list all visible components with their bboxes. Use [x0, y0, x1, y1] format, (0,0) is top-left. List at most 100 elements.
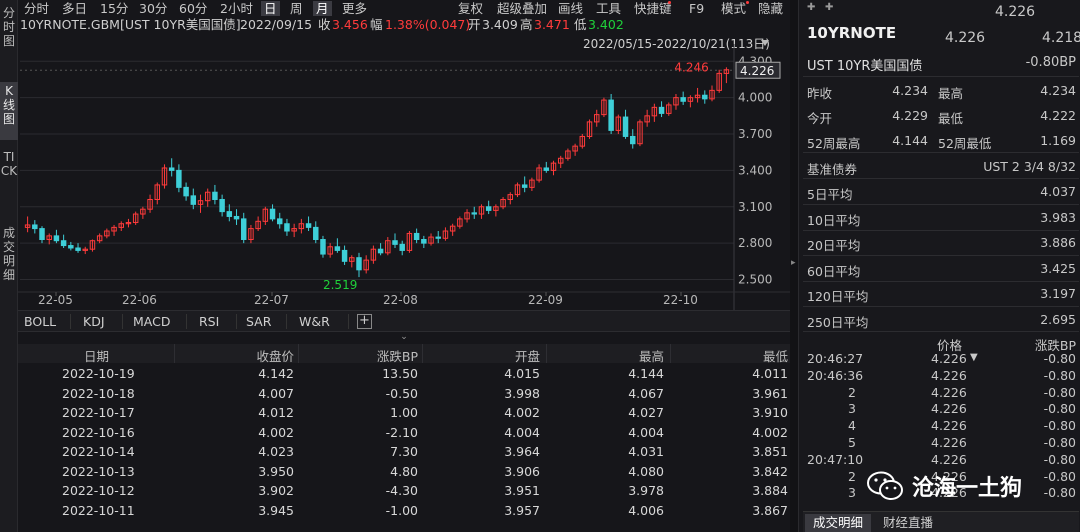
period-more[interactable]: 更多 — [342, 1, 368, 16]
candle-body[interactable] — [428, 236, 434, 244]
candle-body[interactable] — [154, 184, 161, 200]
candle-body[interactable] — [168, 167, 175, 171]
period-1min[interactable]: 分时 — [24, 1, 50, 16]
candle-body[interactable] — [147, 198, 153, 210]
candle-body[interactable] — [601, 99, 607, 116]
candle-body[interactable] — [255, 220, 261, 230]
mode-button[interactable]: 模式 — [721, 1, 747, 16]
expand-arrow-icon[interactable]: ▸ — [791, 258, 796, 268]
candle-body[interactable] — [421, 239, 427, 244]
indicator-rsi[interactable]: RSI — [199, 314, 220, 329]
candle-body[interactable] — [471, 212, 477, 215]
tab-tick[interactable]: TICK — [0, 150, 18, 178]
candle-body[interactable] — [190, 195, 197, 205]
tab-trade-detail[interactable]: 成交明细 — [2, 226, 15, 282]
date-range-label[interactable]: 2022/05/15-2022/10/21(113日) — [583, 37, 770, 51]
candle-body[interactable] — [349, 257, 355, 262]
candle-body[interactable] — [341, 249, 348, 262]
candle-body[interactable] — [521, 184, 528, 188]
collapse-chevron-icon[interactable]: ⌄ — [400, 332, 408, 342]
candle-body[interactable] — [507, 194, 514, 200]
candle-body[interactable] — [702, 94, 708, 100]
candle-body[interactable] — [385, 240, 391, 254]
period-week[interactable]: 周 — [290, 1, 303, 16]
kline-chart-svg[interactable]: 2022/05/15-2022/10/21(113日) 4.3004.0003.… — [18, 34, 790, 310]
candle-body[interactable] — [709, 89, 715, 100]
candle-body[interactable] — [262, 208, 269, 222]
candle-body[interactable] — [82, 248, 88, 251]
candle-body[interactable] — [370, 248, 377, 261]
candle-body[interactable] — [53, 235, 60, 242]
candle-body[interactable] — [334, 246, 341, 251]
candle-body[interactable] — [277, 218, 283, 225]
col-high[interactable]: 最高 — [638, 349, 664, 364]
indicator-kdj[interactable]: KDJ — [83, 314, 105, 329]
candle-body[interactable] — [111, 226, 117, 232]
candle-body[interactable] — [75, 247, 81, 251]
candle-body[interactable] — [687, 97, 694, 102]
tab-kline[interactable]: K线图 — [0, 82, 18, 140]
panel-splitter[interactable]: ▸ — [790, 0, 798, 532]
candle-body[interactable] — [442, 230, 449, 239]
candle-body[interactable] — [132, 213, 139, 224]
candle-body[interactable] — [637, 121, 643, 145]
candle-body[interactable] — [493, 206, 499, 211]
candle-body[interactable] — [694, 94, 701, 99]
candle-body[interactable] — [464, 212, 470, 220]
candle-body[interactable] — [529, 179, 535, 188]
candle-body[interactable] — [240, 218, 247, 241]
candle-body[interactable] — [291, 228, 297, 232]
candle-body[interactable] — [125, 222, 132, 225]
candle-body[interactable] — [449, 225, 456, 232]
pin-icon[interactable]: ✚ — [825, 2, 834, 13]
candle-body[interactable] — [226, 211, 233, 217]
kline-chart[interactable]: 2022/05/15-2022/10/21(113日) 4.300 4.000 3.… — [18, 34, 790, 310]
candle-body[interactable] — [197, 200, 204, 205]
candle-body[interactable] — [377, 248, 384, 254]
candle-body[interactable] — [478, 206, 485, 215]
candle-body[interactable] — [536, 167, 542, 181]
f9-button[interactable]: F9 — [689, 1, 705, 16]
candle-body[interactable] — [514, 184, 521, 196]
col-close[interactable]: 收盘价 — [256, 349, 294, 364]
add-indicator-icon[interactable]: + — [357, 314, 372, 329]
col-date[interactable]: 日期 — [84, 349, 110, 364]
candle-body[interactable] — [716, 72, 722, 91]
period-30min[interactable]: 30分 — [139, 1, 168, 16]
candle-body[interactable] — [723, 69, 730, 74]
candle-body[interactable] — [651, 106, 658, 117]
add-icon[interactable]: ✚ — [807, 2, 816, 13]
candle-body[interactable] — [140, 208, 146, 215]
candle-body[interactable] — [212, 191, 218, 200]
table-row[interactable]: 2022-10-11 3.945 -1.00 3.957 4.006 3.867 — [18, 502, 790, 521]
table-row[interactable]: 2022-10-14 4.023 7.30 3.964 4.031 3.851 — [18, 443, 790, 462]
candle-body[interactable] — [586, 121, 593, 137]
range-dropdown-icon[interactable] — [761, 40, 769, 46]
candle-body[interactable] — [413, 232, 420, 241]
candle-body[interactable] — [579, 135, 586, 147]
hide-button[interactable]: 隐藏 — [758, 1, 784, 16]
period-60min[interactable]: 60分 — [179, 1, 208, 16]
table-row[interactable]: 2022-10-18 4.007 -0.50 3.998 4.067 3.961 — [18, 385, 790, 404]
candle-body[interactable] — [284, 223, 290, 232]
indicator-boll[interactable]: BOLL — [24, 314, 57, 329]
table-row[interactable]: 2022-10-17 4.012 1.00 4.002 4.027 3.910 — [18, 404, 790, 423]
candle-body[interactable] — [313, 226, 319, 241]
candle-body[interactable] — [392, 240, 398, 245]
tab-timeshare[interactable]: 分时图 — [2, 6, 15, 48]
candle-body[interactable] — [96, 235, 103, 242]
candle-body[interactable] — [39, 228, 45, 241]
table-row[interactable]: 2022-10-12 3.902 -4.30 3.951 3.978 3.884 — [18, 482, 790, 501]
tab-trade-detail-panel[interactable]: 成交明细 — [805, 514, 872, 532]
candle-body[interactable] — [24, 224, 31, 228]
candle-body[interactable] — [233, 215, 240, 220]
candle-body[interactable] — [161, 167, 168, 186]
candle-body[interactable] — [183, 186, 189, 197]
indicator-wr[interactable]: W&R — [299, 314, 330, 329]
candle-body[interactable] — [320, 239, 326, 255]
indicator-sar[interactable]: SAR — [246, 314, 272, 329]
candle-body[interactable] — [680, 97, 686, 102]
period-multiday[interactable]: 多日 — [62, 1, 88, 16]
candle-body[interactable] — [608, 99, 614, 131]
candle-body[interactable] — [557, 157, 564, 164]
